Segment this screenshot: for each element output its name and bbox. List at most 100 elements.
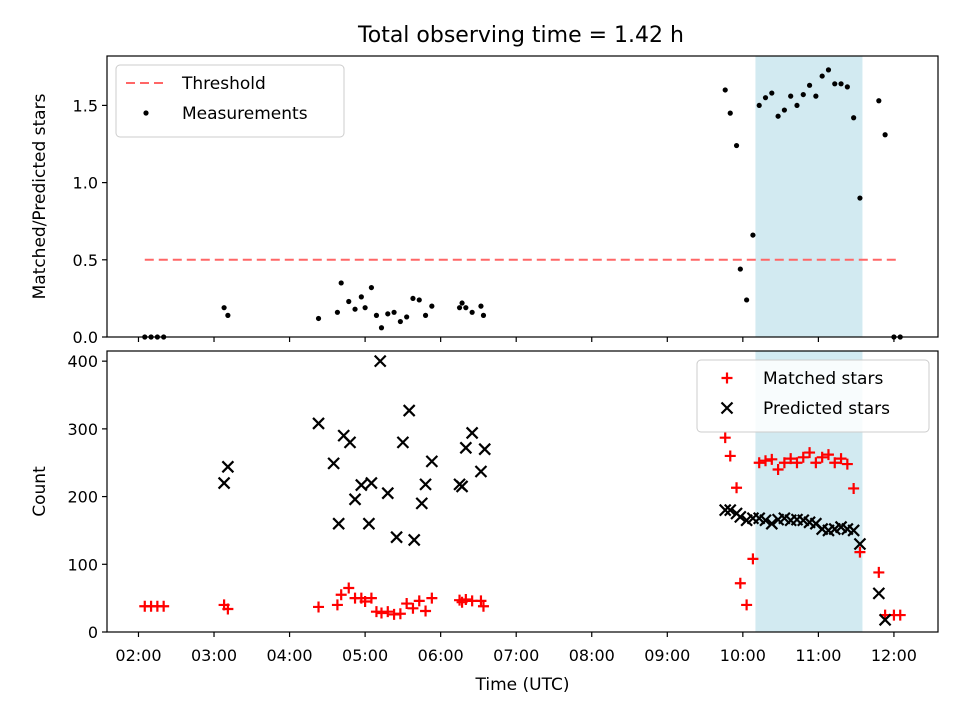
data-point — [478, 442, 492, 456]
p0-legend: Threshold Measurements — [115, 64, 345, 138]
legend-entry-label: Measurements — [182, 104, 308, 124]
p1-legend: Matched stars Predicted stars — [696, 359, 930, 433]
data-point — [851, 115, 857, 121]
x-tick-label: 12:00 — [871, 646, 917, 665]
data-point — [719, 432, 731, 444]
data-point — [460, 593, 472, 605]
data-point — [756, 102, 762, 109]
data-point — [397, 318, 403, 325]
data-point — [404, 314, 410, 320]
data-point — [760, 455, 772, 467]
data-point — [878, 613, 892, 627]
data-point — [772, 463, 784, 475]
data-point — [734, 510, 747, 524]
data-point — [413, 595, 425, 607]
data-point — [394, 608, 406, 620]
data-point — [816, 451, 828, 463]
data-point — [882, 132, 888, 138]
data-point — [419, 478, 432, 491]
y-axis-label: Count — [30, 466, 50, 517]
data-point — [844, 84, 850, 90]
x-axis-label: Time (UTC) — [475, 675, 570, 695]
data-point — [478, 303, 484, 309]
data-point — [312, 417, 325, 430]
data-point — [368, 284, 375, 291]
data-point — [370, 606, 382, 618]
data-point — [734, 577, 746, 589]
x-tick-label: 05:00 — [342, 646, 388, 665]
y-tick-label: 300 — [67, 420, 98, 439]
data-point — [762, 95, 769, 101]
data-point — [381, 486, 395, 500]
data-point — [459, 300, 465, 306]
data-point — [759, 513, 772, 527]
data-point — [225, 312, 231, 318]
data-point — [469, 309, 475, 315]
data-point — [753, 457, 765, 469]
data-point — [876, 98, 882, 104]
data-point — [217, 476, 231, 490]
data-point — [425, 455, 439, 468]
y-tick-label: 0.0 — [73, 328, 98, 347]
data-point — [766, 453, 778, 465]
data-point — [158, 600, 170, 612]
data-point — [426, 592, 438, 604]
legend-entry-label: Predicted stars — [763, 399, 890, 419]
data-point — [463, 305, 469, 311]
p0-axes-frame — [106, 55, 939, 338]
data-point — [402, 404, 416, 417]
x-tick-label: 08:00 — [569, 646, 615, 665]
data-point — [352, 306, 358, 312]
data-point — [327, 457, 340, 470]
data-point — [854, 546, 866, 558]
data-point — [769, 90, 775, 96]
data-point — [401, 598, 413, 610]
data-point — [848, 482, 860, 494]
data-point — [477, 600, 489, 612]
data-point — [222, 603, 234, 615]
data-point — [422, 312, 429, 318]
y-axis-label: Matched/Predicted stars — [30, 93, 50, 299]
data-point — [474, 465, 488, 478]
legend-box — [696, 359, 930, 433]
data-point — [407, 533, 421, 547]
top-panel: 0.0 0.5 1.0 1.5 Matched/Predicted stars Thres… — [30, 55, 939, 347]
data-point — [718, 503, 732, 517]
x-tick-label: 11:00 — [795, 646, 841, 665]
data-point — [465, 426, 479, 440]
data-point — [835, 453, 847, 465]
data-point — [480, 312, 487, 318]
data-point — [396, 436, 410, 449]
data-point — [797, 451, 809, 463]
data-point — [373, 312, 380, 318]
data-point — [747, 553, 759, 565]
legend-entry-label: Matched stars — [763, 369, 883, 389]
data-point — [781, 107, 787, 113]
data-point — [800, 91, 806, 98]
y-tick-label: 1.5 — [73, 96, 98, 115]
data-point — [791, 457, 803, 469]
data-point — [362, 305, 368, 311]
data-point — [365, 476, 378, 490]
x-tick-label: 03:00 — [191, 646, 237, 665]
data-point — [343, 582, 355, 594]
data-point — [391, 309, 397, 315]
data-point — [338, 280, 344, 286]
data-point — [857, 195, 863, 201]
data-point — [853, 537, 867, 551]
figure-title: Total observing time = 1.42 h — [357, 23, 684, 48]
data-point — [825, 67, 832, 73]
data-point — [459, 441, 473, 455]
y-tick-label: 0.5 — [73, 251, 98, 270]
data-point — [765, 517, 779, 530]
data-point — [750, 232, 756, 238]
data-point — [872, 587, 886, 600]
data-point — [804, 447, 816, 459]
data-point — [415, 497, 429, 510]
data-point — [407, 602, 419, 614]
series-1-markers — [217, 354, 892, 627]
data-point — [365, 592, 377, 604]
data-point — [382, 606, 394, 618]
data-point — [331, 599, 343, 611]
